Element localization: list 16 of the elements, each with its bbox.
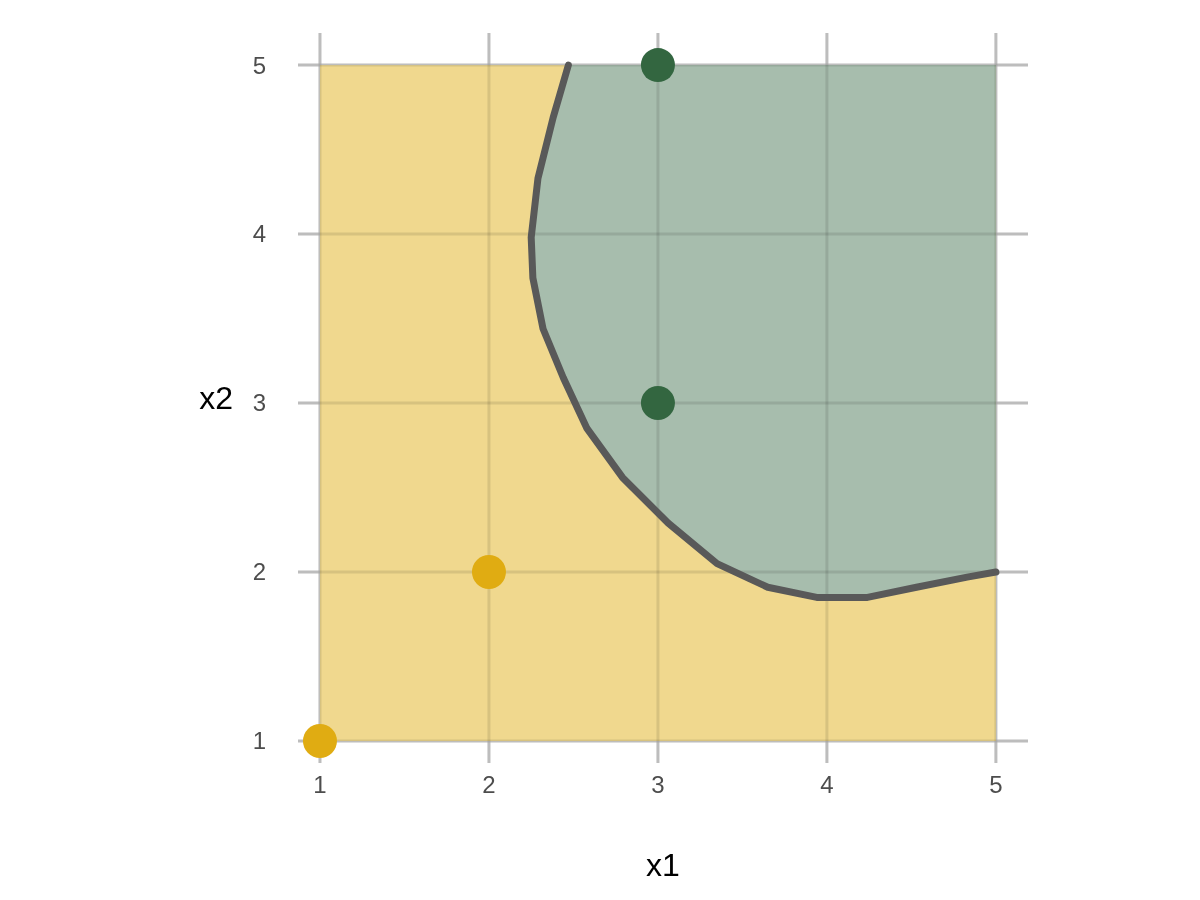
x-tick-label: 4 [820,771,834,798]
x-tick-label: 3 [651,771,665,798]
y-tick-label: 1 [252,727,266,755]
x-tick-label: 1 [313,771,327,798]
y-tick-label: 4 [252,220,266,248]
x-tick-label: 5 [989,771,1003,798]
y-axis-title: x2 [199,380,233,417]
x-tick-label: 2 [482,771,496,798]
point [640,48,675,83]
y-tick-label: 3 [252,389,266,417]
x-axis-title: x1 [646,847,680,883]
y-tick-label: 2 [252,558,266,586]
point [640,386,675,421]
y-tick-label: 5 [252,51,266,79]
point [471,555,506,590]
point [302,724,337,759]
